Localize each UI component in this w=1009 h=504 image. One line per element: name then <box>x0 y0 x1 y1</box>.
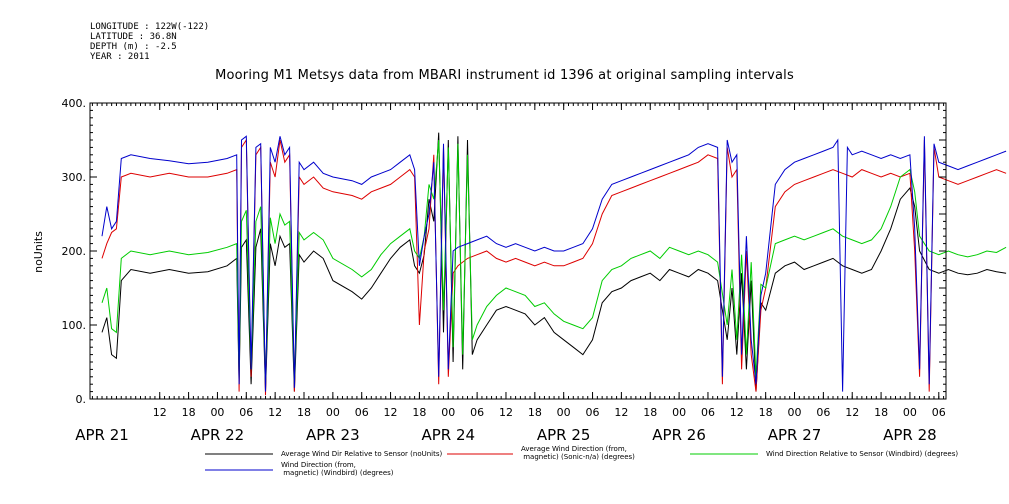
legend-label: Average Wind Dir Relative to Sensor (noU… <box>281 450 442 458</box>
x-tick-label: 00 <box>557 406 571 419</box>
x-tick-label: 12 <box>730 406 744 419</box>
x-tick-label: 06 <box>816 406 830 419</box>
y-tick-label: 0. <box>76 393 87 406</box>
x-tick-label: 18 <box>297 406 311 419</box>
x-tick-label: 18 <box>643 406 657 419</box>
series-line-3 <box>101 135 1007 392</box>
x-date-label: APR 26 <box>652 426 706 444</box>
latitude-text: LATITUDE : 36.8N <box>90 32 177 42</box>
series-layer <box>101 132 1007 396</box>
legend-label: Wind Direction Relative to Sensor (Windb… <box>766 450 958 458</box>
legend-label-line: Wind Direction Relative to Sensor (Windb… <box>766 450 958 458</box>
x-date-label: APR 25 <box>537 426 591 444</box>
x-tick-label: 06 <box>470 406 484 419</box>
metadata-block: LONGITUDE : 122W(-122) LATITUDE : 36.8N … <box>90 22 209 62</box>
x-tick-label: 06 <box>701 406 715 419</box>
x-date-label: APR 27 <box>768 426 822 444</box>
chart-title: Mooring M1 Metsys data from MBARI instru… <box>215 68 794 83</box>
x-tick-label: 18 <box>528 406 542 419</box>
y-tick-label: 400. <box>62 97 87 110</box>
x-tick-label: 00 <box>788 406 802 419</box>
y-tick-label: 100. <box>62 319 87 332</box>
legend-label-line: Average Wind Direction (from, <box>521 445 627 453</box>
x-tick-label: 12 <box>268 406 282 419</box>
x-tick-label: 00 <box>441 406 455 419</box>
depth-text: DEPTH (m) : -2.5 <box>90 42 177 52</box>
x-tick-label: 12 <box>845 406 859 419</box>
legend: Average Wind Dir Relative to Sensor (noU… <box>205 445 958 477</box>
legend-label: Wind Direction (from, magnetic) (Windbir… <box>281 461 394 477</box>
legend-label-line: magnetic) (Windbird) (degrees) <box>281 469 394 477</box>
x-tick-label: 18 <box>182 406 196 419</box>
axes-layer: 0. 100. 200. 300. 400. 12 18 00 06 12 18 00 06 12 18 00… <box>62 97 946 444</box>
x-tick-label: 18 <box>874 406 888 419</box>
x-tick-label: 06 <box>586 406 600 419</box>
x-date-label: APR 23 <box>306 426 360 444</box>
legend-label-line: Average Wind Dir Relative to Sensor (noU… <box>281 450 442 458</box>
legend-label-line: Wind Direction (from, <box>281 461 356 469</box>
x-tick-label: 12 <box>614 406 628 419</box>
x-date-label: APR 28 <box>883 426 937 444</box>
x-tick-label: 18 <box>759 406 773 419</box>
x-tick-label: 00 <box>326 406 340 419</box>
x-tick-label: 00 <box>672 406 686 419</box>
x-date-label: APR 24 <box>421 426 475 444</box>
plot-frame <box>89 102 947 400</box>
legend-label-line: magnetic) (Sonic-n/a) (degrees) <box>521 453 635 461</box>
longitude-text: LONGITUDE : 122W(-122) <box>90 22 210 32</box>
x-date-label: APR 22 <box>191 426 245 444</box>
x-tick-label: 06 <box>355 406 369 419</box>
year-text: YEAR : 2011 <box>90 52 150 62</box>
legend-label: Average Wind Direction (from, magnetic) … <box>521 445 635 461</box>
x-tick-label: 12 <box>499 406 513 419</box>
x-tick-label: 06 <box>932 406 946 419</box>
x-tick-label: 18 <box>412 406 426 419</box>
y-axis-label: noUnits <box>32 231 45 273</box>
x-tick-label: 06 <box>239 406 253 419</box>
x-tick-label: 12 <box>153 406 167 419</box>
x-tick-label: 12 <box>384 406 398 419</box>
y-tick-label: 300. <box>62 171 87 184</box>
y-tick-label: 200. <box>62 245 87 258</box>
x-tick-label: 00 <box>210 406 224 419</box>
x-tick-label: 00 <box>903 406 917 419</box>
x-date-label: APR 21 <box>75 426 129 444</box>
